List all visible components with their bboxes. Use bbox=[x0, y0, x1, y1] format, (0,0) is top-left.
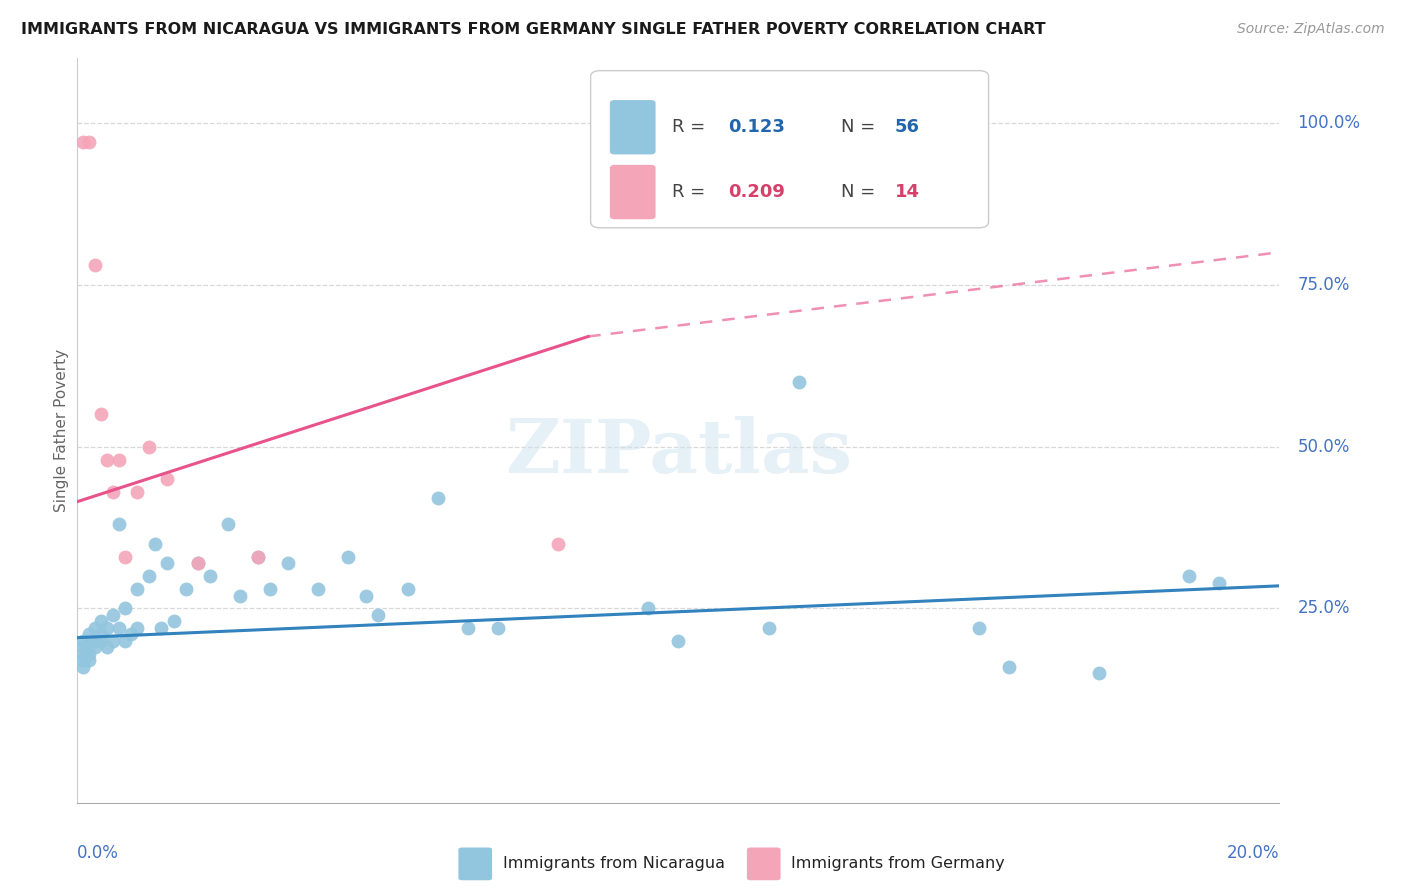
Point bbox=[103, 484, 125, 499]
Text: 14: 14 bbox=[894, 183, 920, 201]
Point bbox=[127, 484, 149, 499]
Text: ZIPatlas: ZIPatlas bbox=[505, 417, 852, 489]
Point bbox=[186, 556, 209, 570]
Text: 25.0%: 25.0% bbox=[1298, 599, 1350, 617]
FancyBboxPatch shape bbox=[458, 847, 492, 880]
Point bbox=[457, 621, 479, 635]
Point bbox=[668, 633, 690, 648]
Point bbox=[637, 601, 659, 615]
Point bbox=[228, 589, 250, 603]
Point bbox=[967, 621, 990, 635]
Point bbox=[72, 653, 94, 667]
Point bbox=[127, 582, 149, 596]
Point bbox=[246, 549, 269, 564]
Point bbox=[246, 549, 269, 564]
Point bbox=[367, 607, 389, 622]
Text: 20.0%: 20.0% bbox=[1227, 844, 1279, 862]
Point bbox=[79, 135, 101, 149]
Point bbox=[998, 660, 1021, 674]
Text: 0.209: 0.209 bbox=[728, 183, 785, 201]
Point bbox=[396, 582, 419, 596]
Text: R =: R = bbox=[672, 183, 711, 201]
Point bbox=[72, 660, 94, 674]
Point bbox=[79, 647, 101, 661]
Point bbox=[114, 549, 136, 564]
Point bbox=[787, 375, 810, 389]
Point bbox=[90, 615, 112, 629]
Point bbox=[72, 135, 94, 149]
Point bbox=[84, 258, 107, 272]
Text: N =: N = bbox=[841, 183, 880, 201]
Point bbox=[90, 407, 112, 421]
Point bbox=[114, 601, 136, 615]
Text: IMMIGRANTS FROM NICARAGUA VS IMMIGRANTS FROM GERMANY SINGLE FATHER POVERTY CORRE: IMMIGRANTS FROM NICARAGUA VS IMMIGRANTS … bbox=[21, 22, 1046, 37]
Point bbox=[72, 633, 94, 648]
Point bbox=[96, 452, 118, 467]
Point bbox=[108, 621, 131, 635]
FancyBboxPatch shape bbox=[610, 165, 655, 219]
Text: 50.0%: 50.0% bbox=[1298, 438, 1350, 456]
Point bbox=[90, 627, 112, 641]
Point bbox=[1208, 575, 1230, 590]
Point bbox=[354, 589, 377, 603]
Point bbox=[217, 517, 239, 532]
Point bbox=[486, 621, 509, 635]
FancyBboxPatch shape bbox=[610, 100, 655, 154]
Point bbox=[120, 627, 142, 641]
Point bbox=[547, 537, 569, 551]
Point bbox=[138, 569, 160, 583]
Point bbox=[307, 582, 329, 596]
Point bbox=[1088, 666, 1111, 681]
Point bbox=[758, 621, 780, 635]
Text: 100.0%: 100.0% bbox=[1298, 114, 1361, 132]
Point bbox=[174, 582, 197, 596]
Point bbox=[198, 569, 221, 583]
Point bbox=[96, 621, 118, 635]
Text: R =: R = bbox=[672, 119, 711, 136]
Point bbox=[108, 452, 131, 467]
Point bbox=[277, 556, 299, 570]
Point bbox=[79, 627, 101, 641]
Point bbox=[259, 582, 281, 596]
FancyBboxPatch shape bbox=[747, 847, 780, 880]
Point bbox=[336, 549, 359, 564]
Point bbox=[72, 647, 94, 661]
Point bbox=[114, 633, 136, 648]
Text: Immigrants from Germany: Immigrants from Germany bbox=[792, 856, 1005, 871]
Point bbox=[90, 633, 112, 648]
Point bbox=[145, 537, 167, 551]
Point bbox=[156, 472, 179, 486]
Text: 0.123: 0.123 bbox=[728, 119, 785, 136]
Point bbox=[84, 633, 107, 648]
Point bbox=[138, 440, 160, 454]
Point bbox=[79, 633, 101, 648]
Text: Immigrants from Nicaragua: Immigrants from Nicaragua bbox=[503, 856, 725, 871]
Point bbox=[72, 640, 94, 655]
Point bbox=[84, 640, 107, 655]
Point bbox=[79, 653, 101, 667]
Point bbox=[186, 556, 209, 570]
Text: N =: N = bbox=[841, 119, 880, 136]
Text: 56: 56 bbox=[894, 119, 920, 136]
Point bbox=[103, 607, 125, 622]
FancyBboxPatch shape bbox=[591, 70, 988, 227]
Point bbox=[84, 621, 107, 635]
Text: Source: ZipAtlas.com: Source: ZipAtlas.com bbox=[1237, 22, 1385, 37]
Point bbox=[103, 633, 125, 648]
Text: 0.0%: 0.0% bbox=[77, 844, 120, 862]
Point bbox=[156, 556, 179, 570]
Point bbox=[108, 517, 131, 532]
Text: 75.0%: 75.0% bbox=[1298, 276, 1350, 293]
Point bbox=[150, 621, 173, 635]
Y-axis label: Single Father Poverty: Single Father Poverty bbox=[53, 349, 69, 512]
Point bbox=[427, 491, 450, 506]
Point bbox=[96, 640, 118, 655]
Point bbox=[162, 615, 184, 629]
Point bbox=[1178, 569, 1201, 583]
Point bbox=[127, 621, 149, 635]
